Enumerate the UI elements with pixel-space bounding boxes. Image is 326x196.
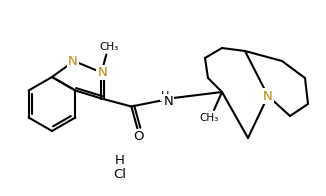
Text: CH₃: CH₃ xyxy=(100,42,119,52)
Text: N: N xyxy=(163,95,173,108)
Text: H: H xyxy=(161,91,170,101)
Text: H: H xyxy=(115,154,125,168)
Text: O: O xyxy=(133,130,144,143)
Text: Cl: Cl xyxy=(113,168,126,181)
Text: CH₃: CH₃ xyxy=(200,113,219,123)
Text: N: N xyxy=(97,66,107,79)
Text: N: N xyxy=(68,54,78,67)
Text: N: N xyxy=(263,90,273,103)
